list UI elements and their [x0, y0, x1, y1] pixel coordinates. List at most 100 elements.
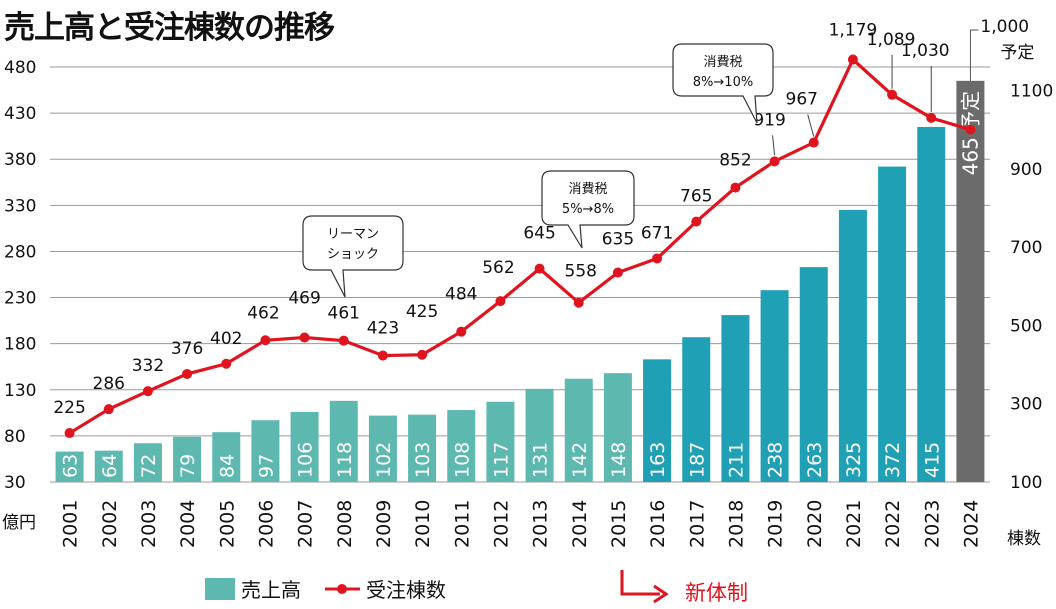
- x-tick-label: 2023: [921, 500, 943, 548]
- bar-value-label: 325: [843, 442, 865, 478]
- right-tick-label: 900: [1010, 160, 1042, 180]
- x-tick-label: 2013: [530, 500, 552, 548]
- line-point: [142, 386, 153, 397]
- line-value-label: 1,089: [867, 30, 916, 50]
- bar: [917, 126, 946, 482]
- line-point: [612, 267, 623, 278]
- left-tick-label: 180: [4, 335, 36, 355]
- line-point: [417, 349, 428, 360]
- right-tick-label: 700: [1010, 238, 1042, 258]
- x-tick-label: 2024: [960, 500, 982, 548]
- x-tick-label: 2014: [569, 500, 591, 548]
- new-system-label: 新体制: [685, 581, 748, 605]
- x-tick-label: 2003: [138, 500, 160, 548]
- line-value-label: 484: [445, 285, 477, 305]
- callout-bubble: [672, 43, 774, 124]
- left-tick-label: 430: [4, 104, 36, 124]
- x-tick-label: 2008: [334, 500, 356, 548]
- line-series: [64, 54, 976, 439]
- line-point: [377, 350, 388, 361]
- left-tick-label: 380: [4, 150, 36, 170]
- bar: [799, 267, 828, 482]
- left-tick-label: 280: [4, 242, 36, 262]
- left-axis-unit: 億円: [2, 513, 36, 533]
- line-point: [887, 89, 898, 100]
- line-value-label: 671: [641, 223, 673, 243]
- bar: [838, 209, 867, 482]
- bar: [447, 410, 476, 482]
- x-tick-label: 2019: [765, 500, 787, 548]
- right-tick-label: 500: [1010, 316, 1042, 336]
- line-point: [495, 296, 506, 307]
- bar-value-label: 148: [608, 442, 630, 478]
- callout-text: ショック: [327, 247, 379, 262]
- callout-text: 5%→8%: [562, 202, 614, 217]
- line-point: [64, 428, 75, 439]
- callout-bubble: [541, 170, 635, 249]
- callout-text: リーマン: [327, 227, 379, 242]
- bar-value-label: 415: [921, 442, 943, 478]
- bar-value-label: 131: [530, 442, 552, 478]
- bar: [643, 359, 672, 482]
- line-value-label: 286: [93, 374, 125, 394]
- bar: [55, 451, 84, 482]
- left-tick-label: 480: [4, 58, 36, 78]
- left-tick-label: 230: [4, 289, 36, 309]
- line-point: [926, 112, 937, 123]
- x-tick-label: 2010: [412, 500, 434, 548]
- line-value-label: 1,179: [829, 21, 878, 41]
- line-value-label: 332: [132, 356, 164, 376]
- line-value-label: 461: [328, 304, 360, 324]
- x-tick-label: 2015: [608, 500, 630, 548]
- bar-value-label: 63: [60, 454, 82, 478]
- x-tick-label: 2016: [647, 500, 669, 548]
- bar: [525, 388, 554, 482]
- x-tick-label: 2011: [451, 500, 473, 548]
- line-value-label: 376: [171, 339, 203, 359]
- bar: [251, 420, 280, 482]
- bars: [55, 80, 985, 482]
- x-tick-label: 2017: [686, 500, 708, 548]
- bar-value-label: 263: [804, 442, 826, 478]
- bar-value-label: 108: [451, 442, 473, 478]
- orders-line: [68, 56, 971, 435]
- bar-value-label: 84: [216, 454, 238, 478]
- line-value-label: 919: [753, 110, 785, 130]
- x-tick-label: 2006: [255, 500, 277, 548]
- line-point: [691, 216, 702, 227]
- label-leader: [807, 114, 815, 137]
- bar: [329, 400, 358, 482]
- left-tick-label: 80: [4, 427, 26, 447]
- bar: [603, 373, 632, 482]
- line-point: [652, 253, 663, 264]
- callout-bubble: [302, 215, 404, 298]
- bar-value-label: 97: [255, 454, 277, 478]
- bar: [173, 436, 202, 482]
- bar-value-label: 211: [725, 442, 747, 478]
- left-tick-label: 30: [4, 473, 26, 493]
- x-tick-label: 2002: [99, 500, 121, 548]
- x-tick-label: 2009: [373, 500, 395, 548]
- bar: [486, 401, 515, 482]
- right-tick-label: 100: [1010, 473, 1042, 493]
- bar: [408, 414, 437, 482]
- line-point: [769, 156, 780, 167]
- right-axis-unit: 棟数: [1007, 529, 1041, 549]
- x-tick-label: 2012: [490, 500, 512, 548]
- line-point: [965, 124, 976, 135]
- bar-value-label: 238: [765, 442, 787, 478]
- bar: [94, 450, 123, 482]
- legend-line-marker: [337, 584, 347, 594]
- line-value-label: 558: [565, 262, 597, 282]
- line-value-label: 967: [786, 90, 818, 110]
- bar: [682, 337, 711, 482]
- planned-leader: [969, 29, 979, 81]
- bar-labels: 63 64 72 79 84 97 106 118 102 103 108 117 131 142 148 1…: [60, 91, 983, 478]
- bar-value-label: 106: [295, 442, 317, 478]
- left-tick-label: 330: [4, 196, 36, 216]
- legend-bar-swatch: [205, 578, 235, 600]
- line-point: [534, 263, 545, 274]
- bar: [212, 432, 241, 482]
- line-value-label: 765: [680, 187, 712, 207]
